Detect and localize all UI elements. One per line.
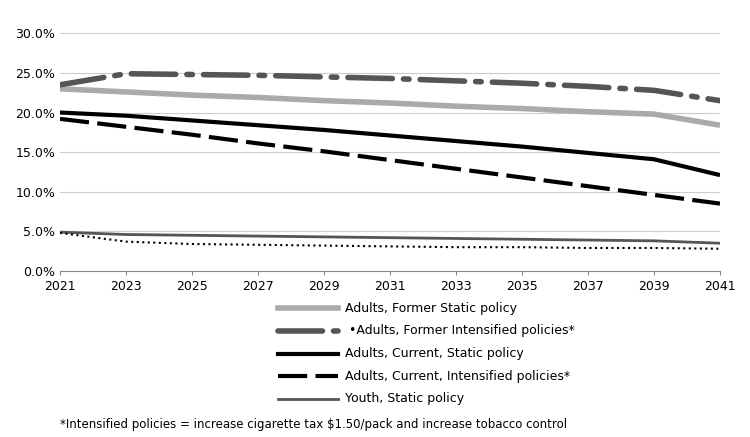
Text: Adults, Former Static policy: Adults, Former Static policy: [345, 302, 517, 315]
Text: Adults, Current, Intensified policies*: Adults, Current, Intensified policies*: [345, 370, 570, 383]
Text: *Intensified policies = increase cigarette tax $1.50/pack and increase tobacco c: *Intensified policies = increase cigaret…: [60, 418, 567, 431]
Text: Youth, Static policy: Youth, Static policy: [345, 392, 464, 406]
Text: •Adults, Former Intensified policies*: •Adults, Former Intensified policies*: [345, 324, 574, 337]
Text: Adults, Current, Static policy: Adults, Current, Static policy: [345, 347, 524, 360]
